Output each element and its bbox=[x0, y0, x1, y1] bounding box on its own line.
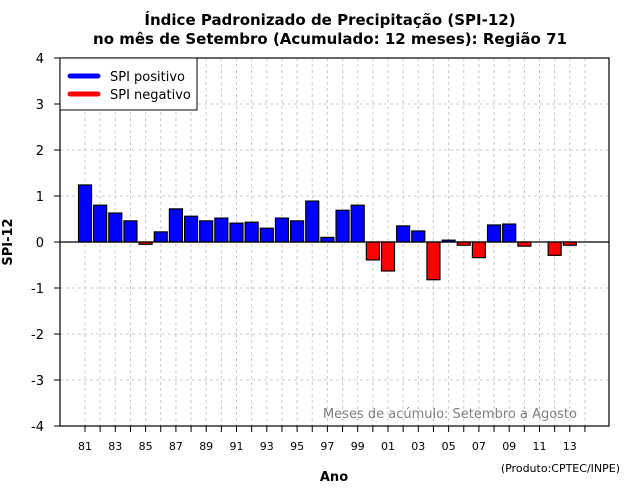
bar-1986 bbox=[153, 231, 168, 243]
bar-2003 bbox=[411, 230, 426, 243]
legend-label-negative: SPI negativo bbox=[110, 88, 191, 103]
bar-1981 bbox=[77, 184, 93, 243]
bar-2012 bbox=[547, 241, 562, 256]
bar-1990 bbox=[214, 217, 229, 243]
bar-1997 bbox=[320, 236, 335, 243]
bar-2004 bbox=[426, 241, 441, 281]
y-tick-label: 1 bbox=[36, 190, 44, 205]
bar-2000 bbox=[365, 241, 380, 261]
y-tick-label: -3 bbox=[31, 374, 44, 389]
bar-1987 bbox=[168, 208, 183, 243]
bar-1994 bbox=[274, 217, 290, 243]
x-tick-label: 99 bbox=[351, 440, 365, 453]
bars bbox=[77, 184, 577, 281]
bar-1993 bbox=[259, 227, 274, 243]
x-tick-label: 09 bbox=[502, 440, 516, 453]
bar-1996 bbox=[305, 200, 320, 243]
product-credit: (Produto:CPTEC/INPE) bbox=[501, 462, 620, 475]
bar-1991 bbox=[229, 222, 244, 243]
gridlines bbox=[60, 58, 609, 426]
legend-label-positive: SPI positivo bbox=[110, 70, 185, 85]
x-axis-label: Ano bbox=[320, 470, 348, 485]
bar-2001 bbox=[380, 241, 396, 272]
annotation-accumulation-months: Meses de acúmulo: Setembro a Agosto bbox=[323, 407, 577, 422]
legend-box bbox=[59, 57, 198, 111]
x-tick-label: 85 bbox=[139, 440, 153, 453]
x-tick-label: 13 bbox=[563, 440, 577, 453]
legend: SPI positivo SPI negativo bbox=[59, 57, 198, 111]
y-tick-label: -2 bbox=[31, 328, 44, 343]
bar-1998 bbox=[335, 209, 350, 243]
x-axis: 81 83 85 87 89 91 93 95 97 99 01 03 05 07 09 11 13 bbox=[78, 426, 586, 453]
y-tick-label: -4 bbox=[31, 420, 44, 435]
x-tick-label: 89 bbox=[199, 440, 213, 453]
y-tick-label: 2 bbox=[36, 144, 44, 159]
bar-2009 bbox=[502, 223, 517, 243]
bar-2002 bbox=[396, 225, 411, 243]
y-tick-label: -1 bbox=[31, 282, 44, 297]
x-tick-label: 93 bbox=[260, 440, 274, 453]
y-tick-label: 0 bbox=[36, 236, 44, 251]
x-tick-label: 87 bbox=[169, 440, 183, 453]
y-axis-label: SPI-12 bbox=[1, 218, 16, 265]
x-tick-label: 95 bbox=[290, 440, 304, 453]
x-tick-label: 01 bbox=[381, 440, 395, 453]
x-tick-label: 97 bbox=[320, 440, 334, 453]
x-tick-label: 91 bbox=[230, 440, 244, 453]
chart-title-line-1: Índice Padronizado de Precipitação (SPI-… bbox=[144, 10, 515, 29]
y-tick-label: 3 bbox=[36, 98, 44, 113]
bar-1992 bbox=[244, 221, 259, 243]
x-tick-label: 07 bbox=[472, 440, 486, 453]
bar-1982 bbox=[93, 204, 108, 243]
bar-1995 bbox=[290, 220, 305, 243]
x-tick-label: 03 bbox=[411, 440, 425, 453]
bar-1999 bbox=[350, 204, 365, 243]
x-tick-label: 05 bbox=[442, 440, 456, 453]
y-axis: 4 3 2 1 0 -1 -2 -3 -4 bbox=[31, 52, 60, 435]
bar-1989 bbox=[199, 220, 214, 243]
bar-1983 bbox=[108, 212, 123, 243]
bar-1988 bbox=[183, 215, 199, 243]
x-tick-label: 83 bbox=[108, 440, 122, 453]
bar-1984 bbox=[123, 220, 138, 243]
bar-2008 bbox=[486, 224, 502, 243]
chart-title-line-2: no mês de Setembro (Acumulado: 12 meses)… bbox=[93, 30, 567, 48]
x-tick-label: 11 bbox=[533, 440, 547, 453]
bar-2010 bbox=[517, 241, 532, 247]
y-tick-label: 4 bbox=[36, 52, 44, 67]
bar-2007 bbox=[471, 241, 486, 259]
x-tick-label: 81 bbox=[78, 440, 92, 453]
